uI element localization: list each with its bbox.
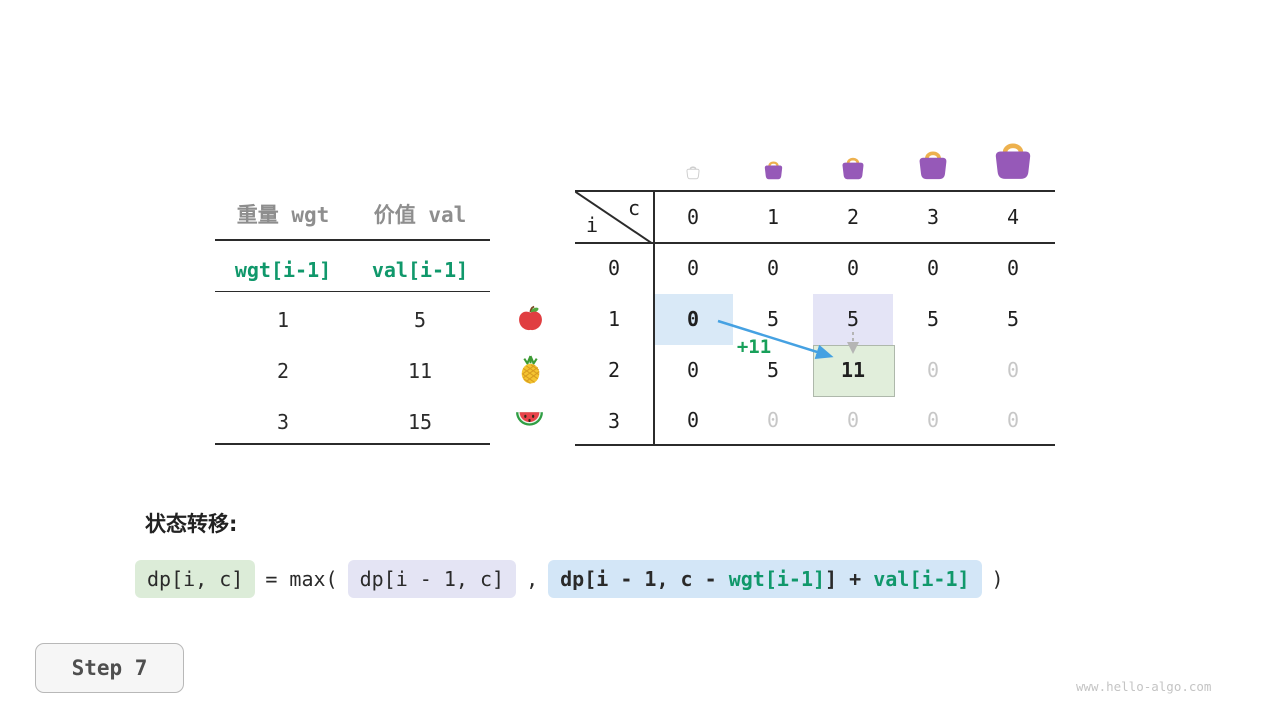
item-1-weight: 1 xyxy=(276,308,290,332)
dp-cell-r3c1: 0 xyxy=(766,408,780,432)
dp-cell-r3c2: 0 xyxy=(846,408,860,432)
state-transition-formula: dp[i, c] = max( dp[i - 1, c] , dp[i - 1,… xyxy=(135,560,1004,598)
items-table-divider-mid xyxy=(215,291,490,292)
dp-cell-r0c3: 0 xyxy=(926,256,940,280)
dp-row-header-3: 3 xyxy=(607,409,621,433)
weight-column-header: 重量 wgt xyxy=(236,203,330,227)
formula-comma: , xyxy=(526,567,539,591)
formula-equals-max: = max( xyxy=(265,567,338,591)
bag-icon-capacity-3 xyxy=(915,148,951,184)
dp-cell-r2c4: 0 xyxy=(1006,358,1020,382)
dp-col-header-1: 1 xyxy=(766,205,780,229)
dp-col-header-3: 3 xyxy=(926,205,940,229)
dp-cell-r0c1: 0 xyxy=(766,256,780,280)
dp-col-header-2: 2 xyxy=(846,205,860,229)
watermark: www.hello-algo.com xyxy=(1076,679,1212,694)
pineapple-icon xyxy=(505,354,555,384)
step-indicator[interactable]: Step 7 xyxy=(35,643,184,693)
items-table-divider-bottom xyxy=(215,443,490,445)
dp-cell-r2c0: 0 xyxy=(686,358,700,382)
bag-icon-capacity-0 xyxy=(685,164,701,184)
dp-table-border-top xyxy=(575,190,1055,192)
dp-cell-r1c0: 0 xyxy=(686,307,700,331)
formula-arg1: dp[i - 1, c] xyxy=(347,560,517,598)
value-column-header: 价值 val xyxy=(373,203,467,227)
formula-arg2: dp[i - 1, c - wgt[i-1]] + val[i-1] xyxy=(548,560,982,598)
dp-cell-r2c1: 5 xyxy=(766,358,780,382)
formula-lhs: dp[i, c] xyxy=(135,560,256,598)
weight-formula-label: wgt[i-1] xyxy=(234,258,332,282)
value-formula-label: val[i-1] xyxy=(371,258,469,282)
dp-row-header-1: 1 xyxy=(607,307,621,331)
item-2-weight: 2 xyxy=(276,359,290,383)
dp-cell-r2c2: 11 xyxy=(840,358,866,382)
bag-icon-capacity-1 xyxy=(762,159,785,184)
dp-cell-r0c0: 0 xyxy=(686,256,700,280)
dp-table-header-divider xyxy=(575,242,1055,244)
formula-arg2-mid: ] + xyxy=(825,567,874,591)
dp-row-header-2: 2 xyxy=(607,358,621,382)
watermelon-icon xyxy=(504,406,554,436)
dp-table-vertical-divider xyxy=(653,190,655,446)
dp-cell-r1c3: 5 xyxy=(926,307,940,331)
bag-icon-capacity-4 xyxy=(990,139,1036,184)
dp-cell-r0c4: 0 xyxy=(1006,256,1020,280)
dp-cell-r3c0: 0 xyxy=(686,408,700,432)
dp-cell-r3c3: 0 xyxy=(926,408,940,432)
arrow-value-label: +11 xyxy=(736,336,772,358)
state-transition-title: 状态转移: xyxy=(145,512,238,536)
row-variable-label: i xyxy=(585,213,599,237)
item-1-value: 5 xyxy=(413,308,427,332)
formula-arg2-wgt: wgt[i-1] xyxy=(728,567,826,591)
dp-cell-r0c2: 0 xyxy=(846,256,860,280)
dp-table-border-bottom xyxy=(575,444,1055,446)
formula-arg2-val: val[i-1] xyxy=(873,567,970,591)
bag-icon-capacity-2 xyxy=(839,155,867,184)
dp-col-header-4: 4 xyxy=(1006,205,1020,229)
dp-cell-r1c2: 5 xyxy=(846,307,860,331)
dp-row-header-0: 0 xyxy=(607,256,621,280)
dp-col-header-0: 0 xyxy=(686,205,700,229)
formula-close-paren: ) xyxy=(991,567,1004,591)
item-2-value: 11 xyxy=(407,359,433,383)
dp-cell-r1c4: 5 xyxy=(1006,307,1020,331)
formula-arg2-prefix: dp[i - 1, c - xyxy=(560,567,729,591)
dp-cell-r2c3: 0 xyxy=(926,358,940,382)
item-3-value: 15 xyxy=(407,410,433,434)
items-table-divider-top xyxy=(215,239,490,241)
col-variable-label: c xyxy=(627,196,641,220)
apple-icon xyxy=(505,303,555,333)
dp-cell-r3c4: 0 xyxy=(1006,408,1020,432)
item-3-weight: 3 xyxy=(276,410,290,434)
